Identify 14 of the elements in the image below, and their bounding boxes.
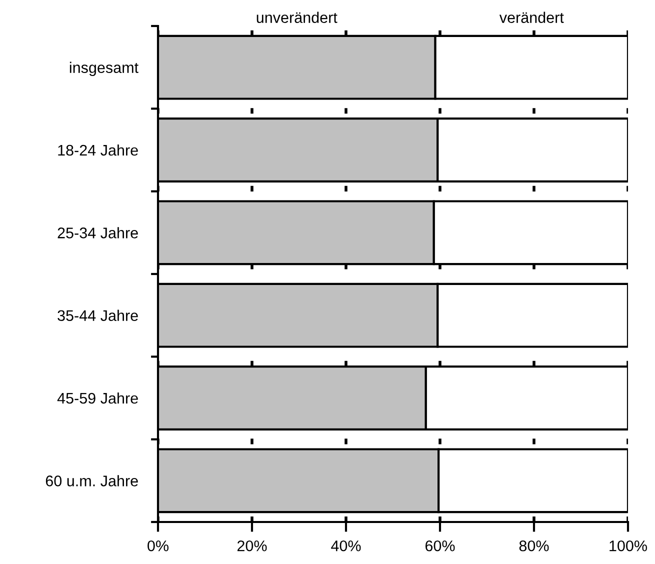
x-tick-label: 80% [519,540,549,552]
y-tick-label: insgesamt [70,62,138,76]
x-tick-label: 100% [610,540,647,552]
y-tick-label: 18-24 Jahre [58,144,138,156]
y-tick-label: 45-59 Jahre [57,392,138,404]
y-tick-label: 25-34 Jahre [58,227,138,238]
series-label: unverändert [256,12,338,23]
x-tick-label: 40% [331,540,361,552]
series-label: verändert [499,12,564,23]
x-tick-label: 60% [425,540,455,552]
y-tick-label: 35-44 Jahre [58,310,138,322]
x-tick-label: 20% [237,540,267,552]
y-tick-label: 60 u.m. Jahre [46,475,138,486]
x-tick-label: 0% [148,540,168,552]
